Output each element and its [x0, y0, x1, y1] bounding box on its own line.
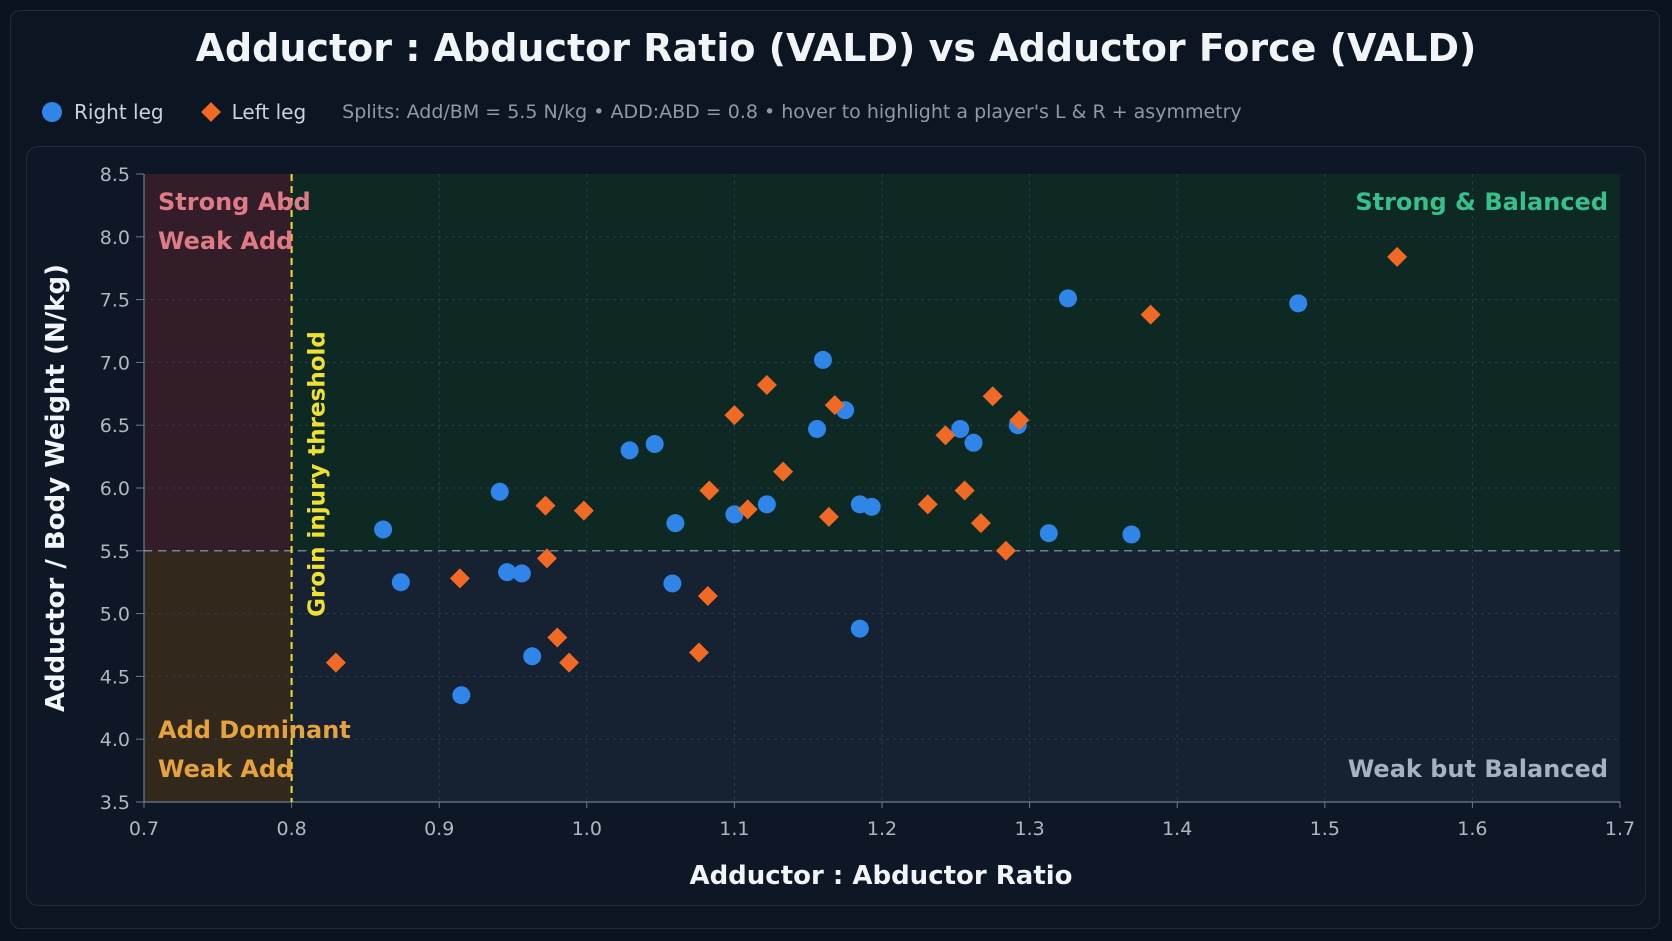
data-point-left-leg[interactable] — [547, 627, 568, 648]
data-point-right-leg[interactable] — [663, 574, 682, 593]
data-point-left-leg[interactable] — [536, 548, 557, 569]
legend-item-right-leg[interactable]: Right leg — [42, 100, 164, 124]
data-point-left-leg[interactable] — [535, 495, 556, 516]
legend-item-left-leg[interactable]: Left leg — [200, 100, 307, 124]
data-point-right-leg[interactable] — [391, 573, 410, 592]
data-point-right-leg[interactable] — [808, 419, 827, 438]
threshold-label: Groin injury threshold — [305, 331, 331, 617]
data-point-right-leg[interactable] — [374, 520, 393, 539]
data-point-right-leg[interactable] — [862, 497, 881, 516]
y-tick-label: 3.5 — [100, 792, 130, 814]
x-tick-label: 0.8 — [276, 818, 306, 840]
data-point-right-leg[interactable] — [813, 350, 832, 369]
data-point-right-leg[interactable] — [1289, 294, 1308, 313]
y-tick-label: 4.0 — [100, 729, 130, 751]
legend-label-left: Left leg — [231, 100, 307, 124]
y-tick-label: 5.5 — [100, 541, 130, 563]
data-point-left-leg[interactable] — [995, 540, 1016, 561]
data-point-right-leg[interactable] — [523, 647, 542, 666]
y-tick-label: 7.5 — [100, 290, 130, 312]
quadrant-label-strong-abd: Strong Abd — [158, 188, 311, 216]
quadrant-label-strong-abd-sub: Weak Add — [158, 227, 293, 255]
data-point-right-leg[interactable] — [757, 495, 776, 514]
x-tick-label: 1.7 — [1605, 818, 1635, 840]
data-point-left-leg[interactable] — [573, 500, 594, 521]
y-axis-title: Adductor / Body Weight (N/kg) — [41, 264, 71, 712]
x-tick-label: 1.0 — [572, 818, 602, 840]
data-point-right-leg[interactable] — [666, 514, 685, 533]
data-point-left-leg[interactable] — [954, 480, 975, 501]
data-point-left-leg[interactable] — [1009, 410, 1030, 431]
data-point-right-leg[interactable] — [498, 563, 517, 582]
data-point-left-leg[interactable] — [756, 375, 777, 396]
data-point-right-leg[interactable] — [512, 564, 531, 583]
chart-title: Adductor : Abductor Ratio (VALD) vs Addu… — [195, 26, 1477, 70]
data-point-left-leg[interactable] — [699, 480, 720, 501]
data-point-left-leg[interactable] — [724, 405, 745, 426]
data-point-left-leg[interactable] — [325, 652, 346, 673]
x-tick-label: 1.5 — [1310, 818, 1340, 840]
quadrant-label-strong-balanced: Strong & Balanced — [1355, 188, 1608, 216]
x-tick-label: 1.6 — [1457, 818, 1487, 840]
data-point-left-leg[interactable] — [1140, 304, 1161, 325]
data-point-left-leg[interactable] — [773, 461, 794, 482]
data-point-left-leg[interactable] — [559, 652, 580, 673]
data-point-left-leg[interactable] — [449, 568, 470, 589]
circle-marker-icon — [42, 102, 62, 122]
data-point-left-leg[interactable] — [1387, 246, 1408, 267]
quadrant-label-add-dominant-sub: Weak Add — [158, 755, 293, 783]
data-point-right-leg[interactable] — [645, 435, 664, 454]
data-point-right-leg[interactable] — [964, 433, 983, 452]
data-point-right-leg[interactable] — [951, 419, 970, 438]
y-tick-label: 8.5 — [100, 164, 130, 186]
data-point-left-leg[interactable] — [935, 425, 956, 446]
x-tick-label: 1.2 — [867, 818, 897, 840]
x-tick-label: 1.1 — [719, 818, 749, 840]
splits-note: Splits: Add/BM = 5.5 N/kg • ADD:ABD = 0.… — [342, 101, 1242, 123]
y-tick-label: 5.0 — [100, 604, 130, 626]
y-tick-label: 6.5 — [100, 415, 130, 437]
x-tick-label: 1.4 — [1162, 818, 1192, 840]
y-tick-label: 7.0 — [100, 352, 130, 374]
data-point-right-leg[interactable] — [1058, 289, 1077, 308]
y-tick-label: 4.5 — [100, 666, 130, 688]
x-tick-label: 0.9 — [424, 818, 454, 840]
data-point-right-leg[interactable] — [1039, 524, 1058, 543]
data-point-left-leg[interactable] — [917, 494, 938, 515]
data-point-left-leg[interactable] — [824, 395, 845, 416]
x-tick-label: 1.3 — [1014, 818, 1044, 840]
data-point-left-leg[interactable] — [982, 386, 1003, 407]
data-point-left-leg[interactable] — [737, 499, 758, 520]
quadrant-label-weak-balanced: Weak but Balanced — [1348, 755, 1608, 783]
x-tick-label: 0.7 — [129, 818, 159, 840]
data-point-left-leg[interactable] — [818, 506, 839, 527]
y-tick-label: 6.0 — [100, 478, 130, 500]
quadrant-label-add-dominant: Add Dominant — [158, 716, 351, 744]
quadrant-add-dominant — [144, 550, 292, 802]
data-point-left-leg[interactable] — [697, 586, 718, 607]
y-tick-label: 8.0 — [100, 227, 130, 249]
data-point-right-leg[interactable] — [490, 482, 509, 501]
data-point-right-leg[interactable] — [452, 686, 471, 705]
data-point-left-leg[interactable] — [970, 513, 991, 534]
x-axis-title: Adductor : Abductor Ratio — [689, 861, 1072, 891]
data-point-right-leg[interactable] — [850, 619, 869, 638]
data-point-left-leg[interactable] — [688, 642, 709, 663]
quadrant-strong-abd — [144, 174, 292, 551]
data-point-right-leg[interactable] — [620, 441, 639, 460]
legend-label-right: Right leg — [74, 100, 164, 124]
legend: Right leg Left leg Splits: Add/BM = 5.5 … — [42, 98, 1242, 126]
data-point-right-leg[interactable] — [1122, 525, 1141, 544]
